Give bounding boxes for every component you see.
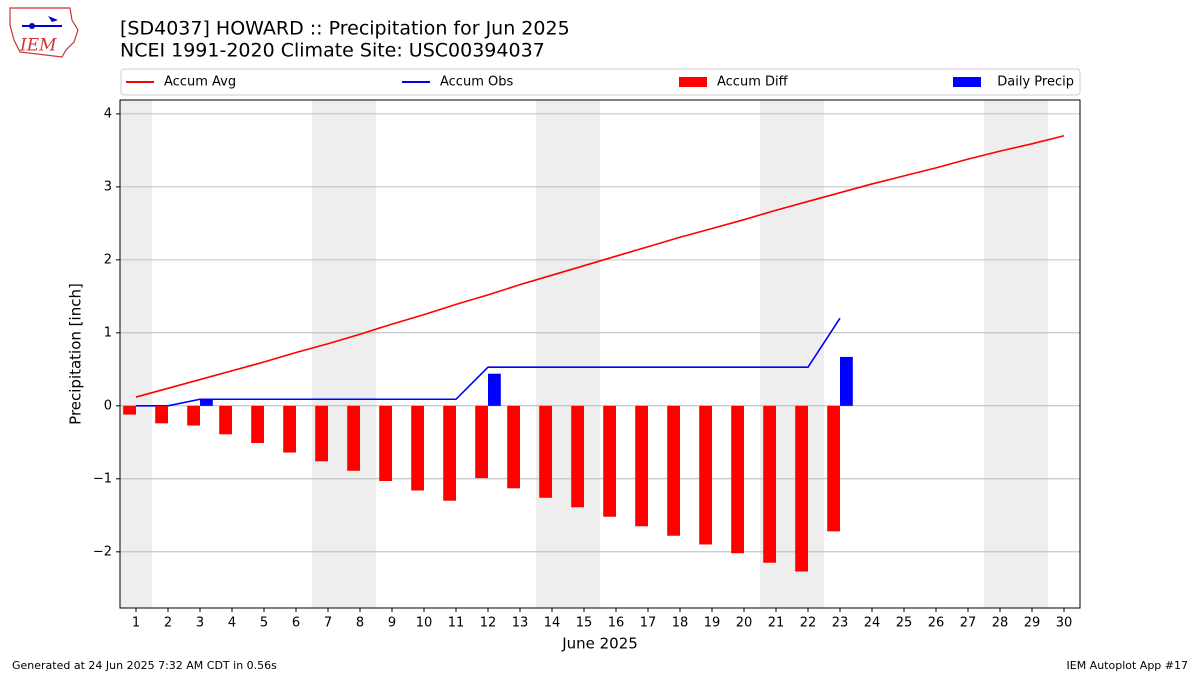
logo: IEM — [9, 7, 79, 58]
bar — [187, 405, 200, 426]
weekend-shade — [120, 100, 152, 608]
bar — [507, 405, 520, 489]
x-tick-label: 15 — [576, 616, 593, 631]
x-tick-label: 13 — [512, 616, 529, 631]
bar — [219, 405, 232, 435]
x-tick-label: 17 — [640, 616, 657, 631]
chart-subtitle: NCEI 1991-2020 Climate Site: USC00394037 — [120, 40, 545, 62]
x-tick-label: 3 — [196, 616, 204, 631]
y-tick-label: 4 — [104, 106, 112, 121]
legend-swatch — [679, 77, 707, 87]
bar — [315, 405, 328, 462]
x-axis-label: June 2025 — [561, 635, 638, 653]
bar — [475, 405, 488, 479]
x-tick-label: 23 — [832, 616, 849, 631]
x-tick-label: 2 — [164, 616, 172, 631]
y-axis-label: Precipitation [inch] — [67, 283, 85, 425]
x-tick-label: 11 — [448, 616, 465, 631]
bar — [251, 405, 264, 444]
x-tick-label: 28 — [992, 616, 1009, 631]
legend-label: Accum Avg — [164, 75, 236, 90]
x-tick-label: 29 — [1024, 616, 1041, 631]
bar — [539, 405, 552, 498]
y-tick-label: 1 — [104, 325, 112, 340]
x-tick-label: 30 — [1056, 616, 1073, 631]
bar — [347, 405, 360, 471]
x-tick-label: 27 — [960, 616, 977, 631]
bar — [635, 405, 648, 527]
bar — [603, 405, 616, 517]
x-tick-label: 10 — [416, 616, 433, 631]
bar — [795, 405, 808, 572]
bar — [155, 405, 168, 424]
x-tick-label: 12 — [480, 616, 497, 631]
footer-right: IEM Autoplot App #17 — [1067, 659, 1189, 672]
weekend-shade — [536, 100, 600, 608]
y-tick-label: 3 — [104, 179, 112, 194]
x-tick-label: 20 — [736, 616, 753, 631]
chart-title: [SD4037] HOWARD :: Precipitation for Jun… — [120, 18, 570, 40]
bar — [763, 405, 776, 563]
x-tick-label: 22 — [800, 616, 817, 631]
legend-label: Accum Obs — [440, 75, 513, 90]
x-tick-label: 25 — [896, 616, 913, 631]
bar — [123, 405, 136, 415]
x-tick-label: 7 — [324, 616, 332, 631]
bar — [699, 405, 712, 545]
line-series — [136, 317, 841, 407]
bar — [443, 405, 456, 501]
x-tick-label: 14 — [544, 616, 561, 631]
y-tick-label: −2 — [93, 544, 112, 559]
footer-left: Generated at 24 Jun 2025 7:32 AM CDT in … — [12, 659, 277, 672]
x-tick-label: 8 — [356, 616, 364, 631]
legend-label: Accum Diff — [717, 75, 789, 90]
logo-text: IEM — [19, 36, 57, 56]
x-tick-label: 24 — [864, 616, 881, 631]
x-tick-label: 9 — [388, 616, 396, 631]
legend-swatch — [953, 77, 981, 87]
legend-label: Daily Precip — [997, 75, 1074, 90]
bar — [488, 373, 501, 406]
y-tick-label: 2 — [104, 252, 112, 267]
x-tick-label: 26 — [928, 616, 945, 631]
x-tick-label: 6 — [292, 616, 300, 631]
x-tick-label: 21 — [768, 616, 785, 631]
x-tick-label: 1 — [132, 616, 140, 631]
bar — [827, 405, 840, 532]
plot-frame — [119, 99, 1081, 609]
x-tick-label: 16 — [608, 616, 625, 631]
bar — [731, 405, 744, 554]
bar — [840, 356, 853, 406]
x-tick-label: 18 — [672, 616, 689, 631]
x-tick-label: 19 — [704, 616, 721, 631]
x-tick-label: 4 — [228, 616, 236, 631]
weekend-shade — [312, 100, 376, 608]
bar — [200, 399, 213, 406]
bar — [283, 405, 296, 453]
bar — [571, 405, 584, 508]
y-tick-label: −1 — [93, 471, 112, 486]
weekend-shade — [984, 100, 1048, 608]
bar — [379, 405, 392, 481]
legend-box — [120, 68, 1081, 96]
x-tick-label: 5 — [260, 616, 268, 631]
bar — [411, 405, 424, 491]
y-tick-label: 0 — [104, 398, 112, 413]
bar — [667, 405, 680, 536]
line-series — [135, 134, 1065, 398]
